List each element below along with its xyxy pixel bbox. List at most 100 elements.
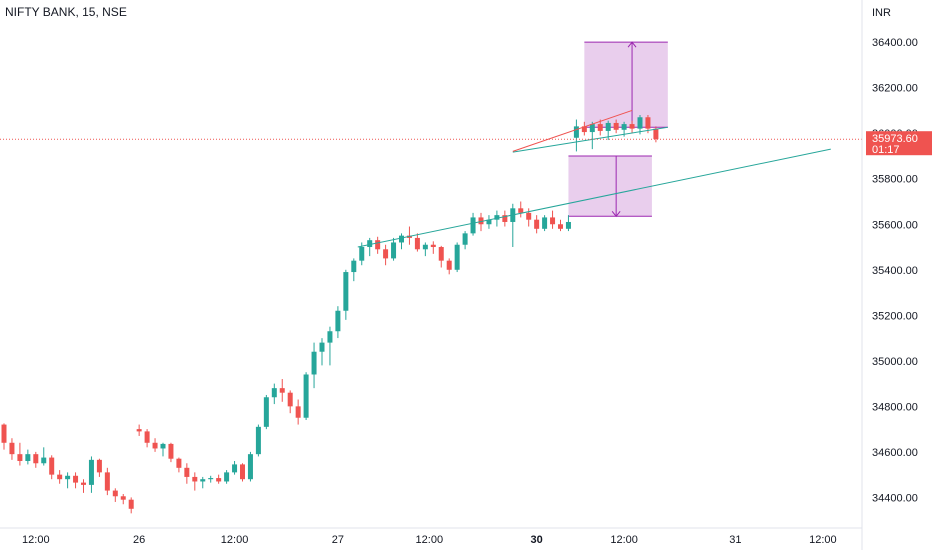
candle[interactable] xyxy=(128,497,134,514)
candle[interactable] xyxy=(9,438,15,460)
candle[interactable] xyxy=(573,119,579,152)
candle[interactable] xyxy=(534,215,540,234)
candle[interactable] xyxy=(430,241,436,254)
candle[interactable] xyxy=(152,438,158,452)
candle[interactable] xyxy=(391,237,397,261)
candle[interactable] xyxy=(343,269,349,320)
candle[interactable] xyxy=(136,424,142,436)
candle-body xyxy=(271,388,277,398)
candle[interactable] xyxy=(176,457,182,473)
candle-body xyxy=(375,240,381,250)
candle[interactable] xyxy=(518,201,524,218)
candle[interactable] xyxy=(168,442,174,463)
candle[interactable] xyxy=(263,394,269,430)
candle[interactable] xyxy=(232,460,238,475)
candle[interactable] xyxy=(414,233,420,252)
candle[interactable] xyxy=(502,210,508,227)
candle[interactable] xyxy=(200,476,206,489)
candle[interactable] xyxy=(57,470,63,484)
candle[interactable] xyxy=(88,456,94,493)
candle[interactable] xyxy=(295,399,301,425)
candle[interactable] xyxy=(565,215,571,232)
candle[interactable] xyxy=(65,472,71,489)
candle[interactable] xyxy=(17,442,23,466)
candle[interactable] xyxy=(589,121,595,150)
candle[interactable] xyxy=(247,451,253,482)
candle[interactable] xyxy=(327,326,333,366)
candle[interactable] xyxy=(224,470,230,484)
candle[interactable] xyxy=(454,242,460,273)
candle[interactable] xyxy=(1,423,7,450)
candle[interactable] xyxy=(613,119,619,134)
candle[interactable] xyxy=(581,121,587,136)
candle[interactable] xyxy=(112,488,118,502)
candle[interactable] xyxy=(367,237,373,257)
candle[interactable] xyxy=(33,451,39,468)
candle-body xyxy=(589,124,595,133)
y-tick-label: 35000.00 xyxy=(872,356,918,368)
projection-box-1[interactable] xyxy=(584,42,668,128)
candle[interactable] xyxy=(25,449,31,465)
candle-body xyxy=(629,124,635,129)
candle[interactable] xyxy=(558,219,563,232)
candle[interactable] xyxy=(462,231,468,250)
candle[interactable] xyxy=(351,258,357,282)
candle[interactable] xyxy=(422,242,428,257)
candle[interactable] xyxy=(73,472,79,489)
candle[interactable] xyxy=(208,475,214,483)
candle[interactable] xyxy=(255,424,261,457)
candle-body xyxy=(462,233,468,245)
candle-body xyxy=(367,240,373,248)
candle[interactable] xyxy=(446,258,452,275)
trend-line-green[interactable] xyxy=(357,148,831,248)
plot-area[interactable] xyxy=(0,41,862,514)
candle[interactable] xyxy=(184,463,190,484)
candle[interactable] xyxy=(383,244,389,266)
candle[interactable] xyxy=(120,493,126,505)
candle[interactable] xyxy=(637,114,643,135)
candle[interactable] xyxy=(271,383,277,405)
candle[interactable] xyxy=(470,212,476,236)
candle[interactable] xyxy=(144,429,150,448)
candle[interactable] xyxy=(216,474,222,484)
candle[interactable] xyxy=(303,372,309,421)
candle[interactable] xyxy=(550,210,556,229)
candle-body xyxy=(597,124,603,131)
candle[interactable] xyxy=(287,390,293,414)
candle[interactable] xyxy=(104,467,110,496)
candle[interactable] xyxy=(629,120,635,134)
candle-body xyxy=(605,122,611,131)
candle[interactable] xyxy=(486,215,492,229)
candle[interactable] xyxy=(96,458,102,477)
candle-body xyxy=(391,242,397,259)
trend-line-green[interactable] xyxy=(512,126,668,153)
candle[interactable] xyxy=(335,306,341,339)
candle[interactable] xyxy=(41,447,47,466)
candle[interactable] xyxy=(399,233,404,250)
time-axis[interactable]: 12:00 26 12:00 27 12:00 30 12:00 31 12:00 xyxy=(22,534,837,546)
candle[interactable] xyxy=(319,338,325,366)
candle[interactable] xyxy=(542,215,548,232)
candle[interactable] xyxy=(279,379,285,402)
candle-body xyxy=(430,244,436,248)
candle-body xyxy=(573,126,579,138)
candle[interactable] xyxy=(49,455,55,480)
candle[interactable] xyxy=(597,119,603,136)
candle-body xyxy=(359,247,365,261)
candle[interactable] xyxy=(81,479,86,493)
candle[interactable] xyxy=(375,236,381,254)
candle[interactable] xyxy=(438,245,444,268)
candle[interactable] xyxy=(240,463,245,482)
candle[interactable] xyxy=(311,342,317,389)
y-tick-label: 36200.00 xyxy=(872,83,918,95)
price-axis[interactable]: 36000.0036400.0036200.0035800.0035600.00… xyxy=(866,37,932,504)
y-tick-label: 35200.00 xyxy=(872,310,918,322)
candle-body xyxy=(438,247,444,261)
candle-body xyxy=(144,431,150,443)
projection-box-2[interactable] xyxy=(568,155,652,217)
trend-line-red[interactable] xyxy=(512,109,633,152)
candle[interactable] xyxy=(160,442,166,457)
candle[interactable] xyxy=(510,203,516,248)
candle[interactable] xyxy=(192,472,198,491)
